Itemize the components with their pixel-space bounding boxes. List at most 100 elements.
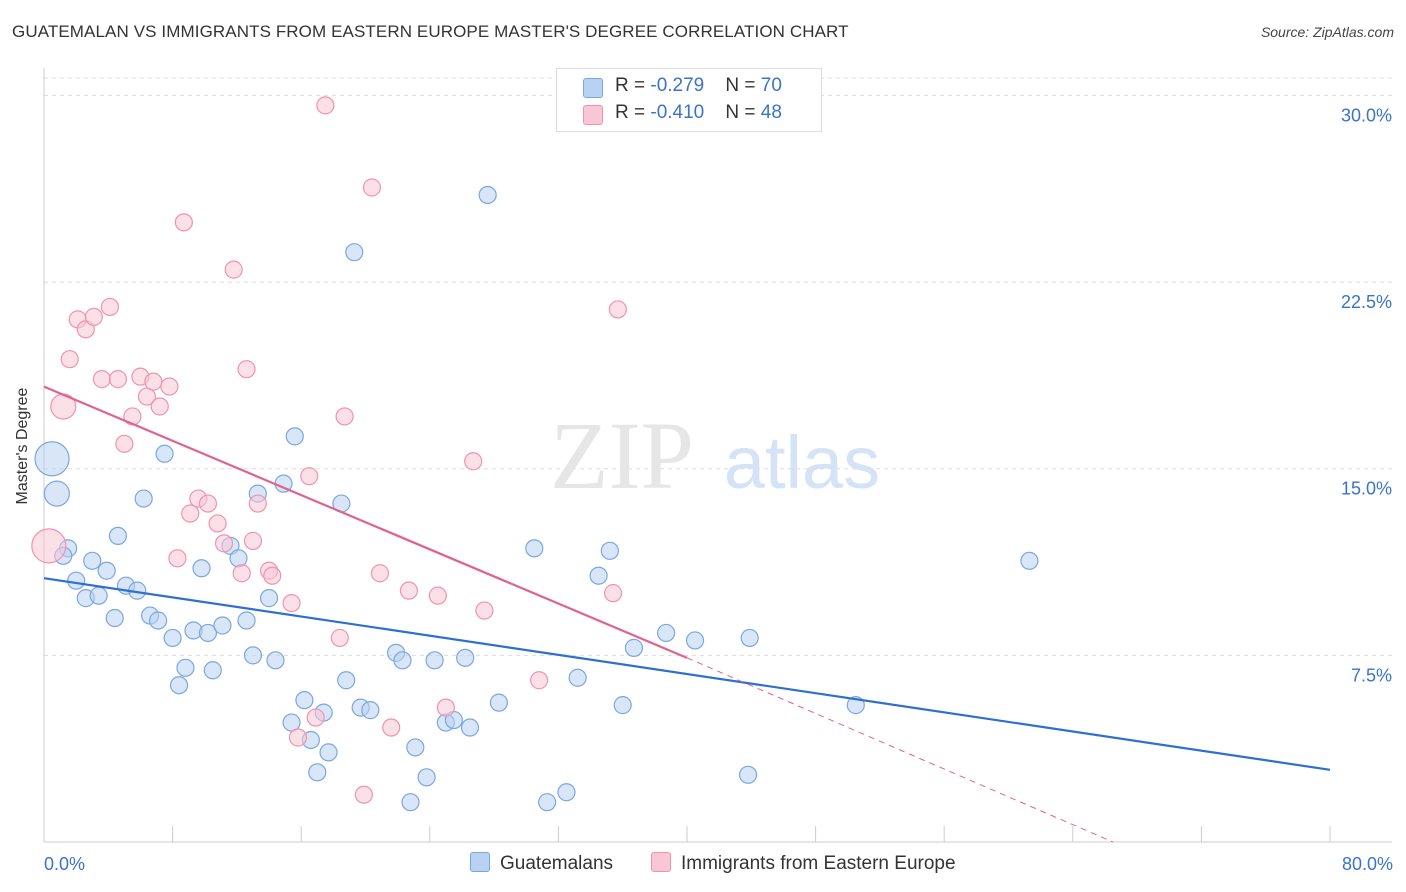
eastern-europe-point	[288, 728, 308, 747]
tick-label-layer: 7.5% 15.0% 22.5% 30.0% 0.0% 80.0%	[44, 105, 1393, 874]
eastern-europe-point	[603, 584, 623, 603]
y-tick-label: 7.5%	[1351, 665, 1392, 685]
eastern-europe-point	[608, 300, 627, 319]
eastern-europe-point	[428, 586, 447, 605]
axis-layer	[43, 68, 1392, 843]
eastern-europe-point	[168, 549, 187, 568]
guatemalan-point	[613, 696, 632, 715]
guatemalan-point	[393, 651, 412, 670]
trend-line-eastern-europe	[43, 385, 688, 659]
guatemalan-point	[285, 427, 304, 446]
guatemalan-point	[657, 623, 676, 643]
legend-swatch-blue	[583, 78, 603, 98]
guatemalan-point	[589, 566, 608, 585]
eastern-europe-point	[31, 528, 67, 564]
eastern-europe-point	[232, 564, 251, 583]
guatemalan-point	[43, 480, 70, 507]
trend-layer	[43, 385, 1331, 843]
guatemalan-point	[213, 616, 232, 635]
guatemalan-point	[337, 671, 356, 690]
guatemalan-point	[361, 701, 380, 720]
guatemalan-point	[417, 768, 436, 787]
watermark-zip: ZIP	[550, 402, 694, 509]
guatemalan-point	[134, 489, 153, 508]
guatemalan-point	[600, 541, 619, 560]
legend-swatch-pink	[583, 105, 603, 125]
bottom-legend-swatch-pink	[651, 852, 671, 872]
eastern-europe-point	[300, 467, 319, 486]
guatemalan-point	[237, 611, 256, 630]
guatemalan-point	[308, 763, 327, 782]
eastern-europe-point	[237, 360, 256, 379]
guatemalan-point	[108, 526, 128, 546]
y-tick-label: 22.5%	[1341, 292, 1392, 312]
eastern-europe-point	[174, 213, 193, 232]
guatemalan-point	[97, 561, 116, 580]
y-tick-label: 15.0%	[1341, 479, 1392, 499]
guatemalan-point	[243, 646, 263, 665]
eastern-europe-point	[370, 564, 390, 583]
eastern-europe-point	[214, 534, 234, 553]
points-layer	[31, 96, 1039, 812]
guatemalan-point	[198, 623, 218, 643]
guatemalan-point	[568, 668, 587, 687]
eastern-europe-point	[181, 504, 200, 523]
eastern-europe-point	[530, 671, 549, 690]
guatemalan-point	[89, 586, 108, 605]
guatemalan-point	[34, 441, 70, 477]
eastern-europe-point	[335, 407, 354, 426]
x-tick-label: 0.0%	[44, 854, 85, 874]
guatemalan-point	[460, 718, 480, 737]
eastern-europe-point	[330, 628, 349, 648]
guatemalan-point	[740, 628, 759, 648]
legend-r-value: -0.410	[650, 102, 705, 123]
guatemalan-point	[489, 693, 509, 712]
legend-r-value: -0.279	[650, 75, 705, 96]
guatemalan-point	[155, 444, 174, 463]
trend-line-extension	[686, 657, 1114, 843]
guatemalan-point	[1020, 551, 1039, 570]
eastern-europe-point	[92, 370, 111, 389]
guatemalan-point	[105, 608, 124, 628]
eastern-europe-point	[224, 260, 243, 279]
eastern-europe-point	[354, 785, 373, 804]
watermark: ZIP atlas	[550, 402, 880, 509]
eastern-europe-point	[100, 297, 120, 317]
guatemalan-point	[169, 676, 189, 695]
eastern-europe-point	[464, 452, 483, 471]
guatemalan-point	[203, 661, 222, 680]
eastern-europe-point	[248, 494, 267, 513]
trend-line-guatemalans	[43, 577, 1331, 771]
bottom-legend-eastern-europe: Immigrants from Eastern Europe	[651, 852, 956, 875]
guatemalan-point	[738, 765, 758, 784]
eastern-europe-point	[282, 593, 301, 613]
guatemalan-point	[525, 539, 544, 558]
eastern-europe-point	[382, 718, 401, 737]
guatemalan-point	[192, 559, 211, 578]
guatemalan-point	[401, 793, 420, 812]
guatemalan-point	[176, 658, 195, 677]
eastern-europe-point	[208, 514, 227, 533]
y-tick-label: 30.0%	[1341, 105, 1392, 125]
guatemalan-point	[345, 243, 364, 262]
guatemalan-point	[478, 185, 497, 205]
guatemalan-point	[425, 651, 444, 670]
eastern-europe-point	[108, 370, 128, 389]
watermark-atlas: atlas	[724, 421, 880, 504]
eastern-europe-point	[144, 372, 163, 391]
eastern-europe-point	[362, 178, 382, 197]
eastern-europe-point	[84, 307, 103, 327]
guatemalan-point	[456, 648, 475, 667]
eastern-europe-point	[160, 377, 179, 396]
source-label: Source: ZipAtlas.com	[1260, 24, 1394, 40]
bottom-legend-swatch-blue	[470, 852, 490, 872]
guatemalan-point	[163, 628, 182, 648]
guatemalan-point	[83, 551, 102, 570]
guatemalan-point	[259, 589, 279, 608]
guatemalan-point	[685, 631, 705, 650]
eastern-europe-point	[475, 601, 494, 620]
eastern-europe-point	[243, 531, 263, 550]
guatemalan-point	[624, 638, 644, 657]
chart-title: GUATEMALAN VS IMMIGRANTS FROM EASTERN EU…	[12, 22, 849, 41]
